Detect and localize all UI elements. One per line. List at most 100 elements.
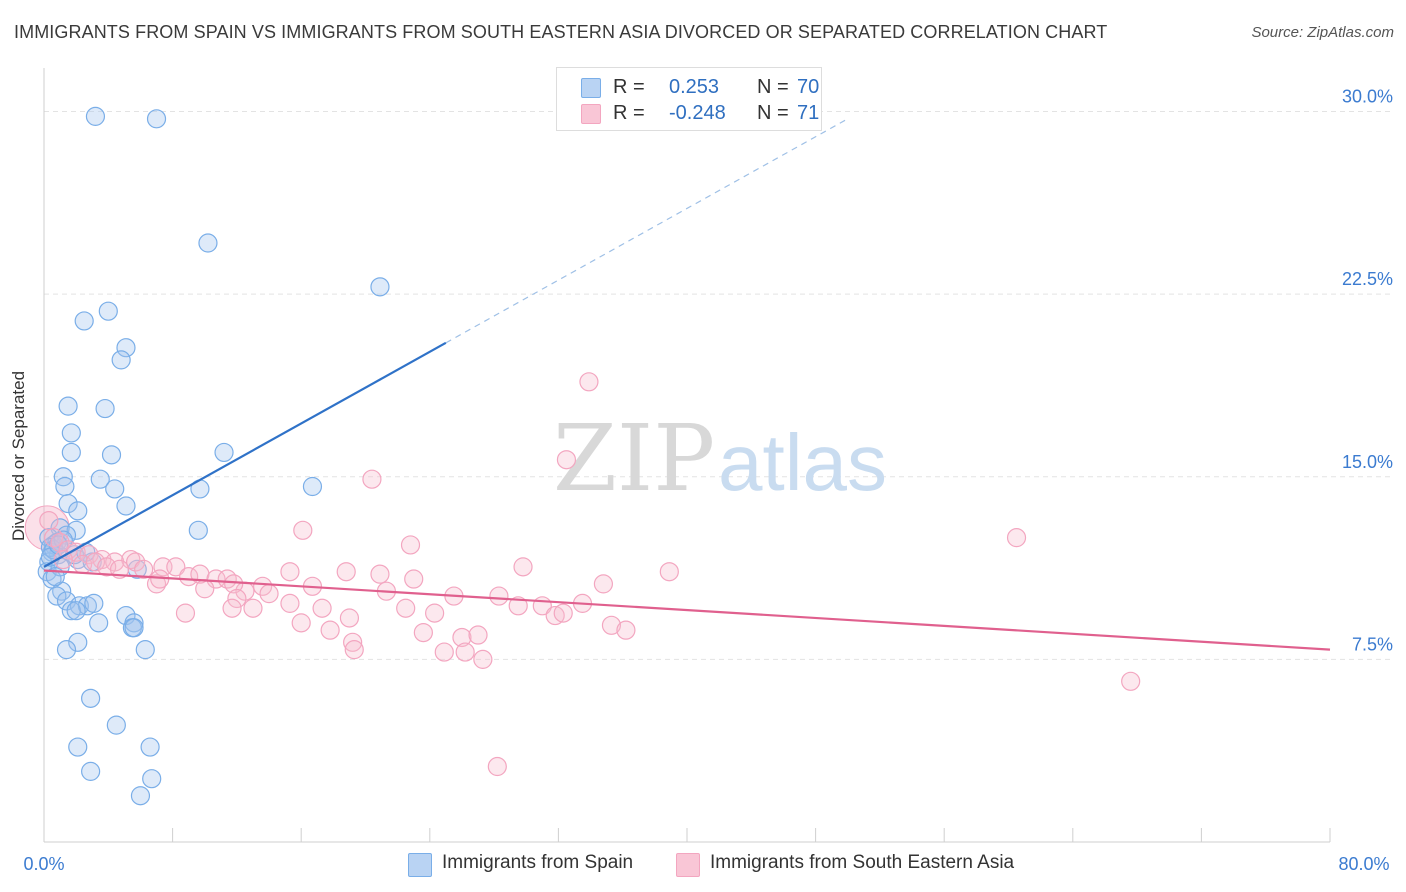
y-axis-label: Divorced or Separated	[9, 370, 28, 542]
data-point	[601, 615, 622, 635]
data-point	[370, 564, 390, 584]
data-point	[320, 620, 340, 640]
data-point	[142, 769, 162, 789]
data-point	[222, 598, 242, 618]
data-point	[253, 576, 273, 596]
data-point	[58, 493, 78, 514]
data-point	[101, 445, 122, 465]
data-point	[84, 593, 104, 613]
data-point	[56, 591, 77, 611]
data-point	[659, 562, 679, 582]
data-point	[66, 601, 86, 621]
trend-line-sea	[43, 569, 1331, 651]
data-point	[146, 109, 167, 129]
data-point	[68, 632, 88, 652]
data-point	[243, 598, 263, 618]
series-layer	[24, 106, 1141, 806]
data-point	[434, 642, 454, 662]
data-point	[468, 625, 488, 645]
bottom-legend-swatch-sea	[676, 853, 700, 877]
chart-source: Source: ZipAtlas.com	[1251, 24, 1394, 41]
data-point	[61, 423, 81, 443]
data-point	[473, 649, 493, 669]
axes	[43, 68, 1331, 843]
data-point	[61, 442, 81, 463]
legend-r-value: -0.248	[669, 102, 726, 124]
data-point	[489, 586, 509, 606]
data-point	[90, 469, 110, 489]
tick-labels: 7.5% 15.0% 22.5% 30.0% 0.0% 80.0%	[23, 87, 1393, 874]
data-point	[61, 601, 81, 621]
data-point	[198, 233, 218, 253]
bottom-legend-label-spain: Immigrants from Spain	[442, 852, 634, 873]
data-point	[400, 535, 421, 555]
data-point	[95, 398, 115, 419]
data-point	[344, 640, 364, 660]
data-point	[179, 566, 199, 587]
data-point	[53, 467, 73, 487]
data-point	[68, 501, 88, 521]
data-point	[343, 632, 363, 652]
data-point	[224, 574, 244, 594]
data-point	[55, 476, 75, 497]
data-point	[140, 737, 160, 757]
legend-r-label: R =	[613, 76, 645, 98]
data-point	[556, 450, 577, 470]
data-point	[106, 715, 126, 735]
data-point	[336, 562, 356, 582]
bottom-legend-swatch-spain	[408, 853, 432, 877]
data-point	[39, 510, 59, 531]
data-point	[175, 603, 196, 623]
data-point	[85, 552, 106, 572]
legend-n-label: N =	[757, 102, 789, 124]
data-point	[1121, 671, 1141, 691]
watermark-zip: ZIP	[553, 405, 715, 512]
data-point	[98, 301, 118, 321]
data-point	[487, 756, 507, 777]
legend-n-label: N =	[757, 76, 789, 98]
legend-n-value: 71	[797, 102, 820, 124]
data-point	[413, 622, 433, 643]
data-point	[280, 562, 300, 582]
legend: R = 0.253 N = 70 R = -0.248 N = 71	[556, 67, 822, 131]
data-point	[47, 586, 67, 606]
data-point	[362, 469, 382, 489]
data-point	[166, 557, 186, 577]
data-point	[188, 520, 208, 540]
data-point	[259, 584, 279, 604]
data-point	[134, 559, 154, 579]
data-point	[616, 620, 636, 640]
data-point	[553, 603, 573, 623]
data-point	[508, 596, 528, 616]
data-point	[116, 496, 136, 516]
data-point	[105, 479, 125, 499]
data-point	[116, 338, 136, 358]
data-point	[452, 627, 472, 648]
legend-n-value: 70	[797, 76, 820, 98]
legend-swatch-sea	[581, 104, 601, 124]
y-tick-label: 15.0%	[1342, 452, 1393, 472]
data-point	[214, 442, 234, 463]
data-point	[293, 520, 313, 540]
data-point	[79, 545, 99, 565]
data-point	[280, 593, 300, 613]
trend-line-spain-extension	[445, 118, 849, 344]
data-point	[593, 574, 614, 594]
legend-r-label: R =	[613, 102, 645, 124]
data-point	[1006, 528, 1027, 548]
data-point	[135, 640, 155, 660]
data-point	[130, 786, 151, 806]
data-point	[126, 552, 146, 572]
data-point	[425, 603, 445, 623]
data-point	[85, 106, 106, 126]
data-point	[56, 640, 77, 660]
data-point	[339, 608, 360, 628]
data-point	[312, 598, 332, 618]
legend-r-value: 0.253	[669, 76, 720, 98]
data-point	[124, 618, 144, 638]
trend-layer	[43, 118, 1331, 651]
data-point	[111, 350, 131, 370]
watermark: ZIP atlas	[553, 405, 887, 512]
data-point	[68, 737, 88, 757]
